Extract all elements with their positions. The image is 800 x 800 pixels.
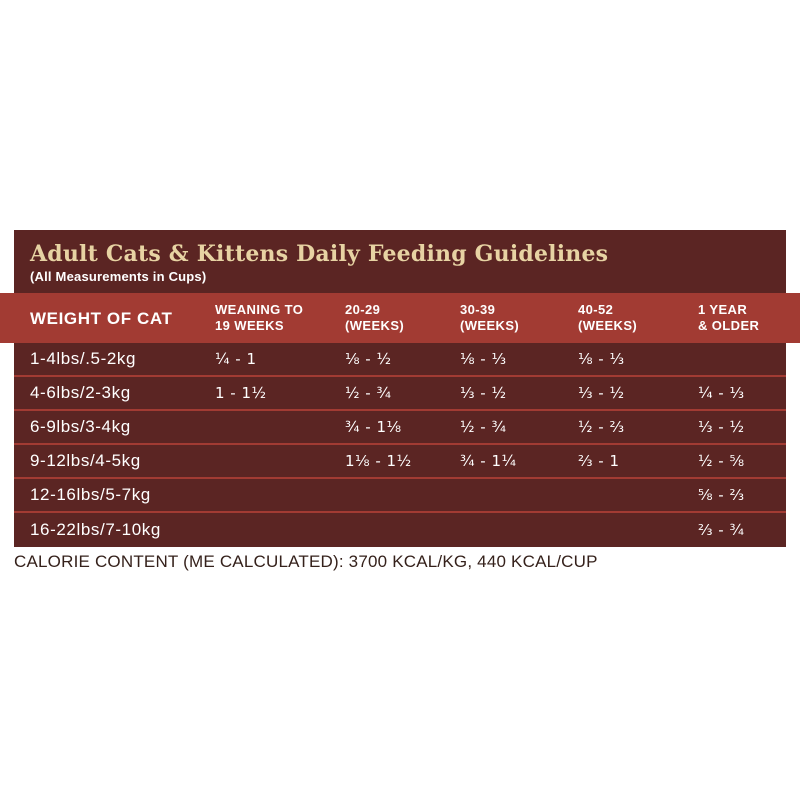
row-value: ⅛ - ⅓ — [578, 350, 625, 369]
row-value: ½ - ¾ — [345, 384, 392, 403]
row-value: ⅔ - ¾ — [698, 521, 745, 540]
row-weight-label: 9-12lbs/4-5kg — [30, 451, 141, 471]
header-line: WEANING TO — [215, 301, 304, 317]
table-row: 9-12lbs/4-5kg 1⅛ - 1½ ¾ - 1¼ ⅔ - 1 ½ - ⅝ — [14, 445, 786, 480]
row-value: ⅓ - ½ — [460, 384, 507, 403]
row-value: ⅛ - ⅓ — [460, 350, 507, 369]
column-header-weaning: WEANING TO 19 WEEKS — [215, 302, 345, 335]
table-row: 4-6lbs/2-3kg 1 - 1½ ½ - ¾ ⅓ - ½ ⅓ - ½ ¼ … — [14, 377, 786, 412]
header-line: 20-29 — [345, 301, 381, 317]
row-value: ½ - ⅝ — [698, 452, 745, 471]
row-value: 1⅛ - 1½ — [345, 452, 412, 471]
row-weight-label: 1-4lbs/.5-2kg — [30, 349, 137, 369]
row-value: 1 - 1½ — [215, 384, 267, 403]
header-line: 30-39 — [460, 301, 496, 317]
row-value: ¾ - 1⅛ — [345, 418, 402, 437]
column-header-weight-of-cat: WEIGHT OF CAT — [30, 308, 215, 329]
table-row: 16-22lbs/7-10kg ⅔ - ¾ — [14, 513, 786, 547]
row-value: ⅓ - ½ — [578, 384, 625, 403]
column-header-1-year-older: 1 YEAR & OLDER — [698, 302, 770, 335]
row-value: ¼ - ⅓ — [698, 384, 745, 403]
header-line: WEIGHT OF CAT — [30, 308, 173, 328]
row-weight-label: 6-9lbs/3-4kg — [30, 417, 131, 437]
header-line: (WEEKS) — [578, 318, 638, 334]
column-header-40-52-weeks: 40-52 (WEEKS) — [578, 302, 698, 335]
panel-subtitle: (All Measurements in Cups) — [30, 269, 207, 285]
table-header-row: WEIGHT OF CAT WEANING TO 19 WEEKS 20-29 … — [0, 293, 800, 344]
row-value: ¼ - 1 — [215, 350, 257, 369]
header-line: 19 WEEKS — [215, 318, 284, 334]
panel-title: Adult Cats & Kittens Daily Feeding Guide… — [30, 241, 609, 267]
row-weight-label: 12-16lbs/5-7kg — [30, 485, 151, 505]
header-line: (WEEKS) — [460, 318, 520, 334]
row-value: ⅓ - ½ — [698, 418, 745, 437]
header-line: & OLDER — [698, 318, 760, 334]
row-value: ⅛ - ½ — [345, 350, 392, 369]
header-line: 40-52 — [578, 301, 614, 317]
column-header-30-39-weeks: 30-39 (WEEKS) — [460, 302, 578, 335]
table-row: 1-4lbs/.5-2kg ¼ - 1 ⅛ - ½ ⅛ - ⅓ ⅛ - ⅓ — [14, 343, 786, 378]
row-value: ¾ - 1¼ — [460, 452, 517, 471]
row-weight-label: 16-22lbs/7-10kg — [30, 520, 161, 540]
row-value: ⅝ - ⅔ — [698, 486, 745, 505]
calorie-content-text: CALORIE CONTENT (ME CALCULATED): 3700 KC… — [14, 552, 598, 571]
feeding-guidelines-panel: Adult Cats & Kittens Daily Feeding Guide… — [0, 230, 800, 548]
row-value: ⅔ - 1 — [578, 452, 620, 471]
header-line: 1 YEAR — [698, 301, 748, 317]
table-body: 1-4lbs/.5-2kg ¼ - 1 ⅛ - ½ ⅛ - ⅓ ⅛ - ⅓ 4-… — [14, 343, 786, 547]
row-value: ½ - ⅔ — [578, 418, 625, 437]
column-header-20-29-weeks: 20-29 (WEEKS) — [345, 302, 460, 335]
table-row: 12-16lbs/5-7kg ⅝ - ⅔ — [14, 479, 786, 514]
row-value: ½ - ¾ — [460, 418, 507, 437]
row-weight-label: 4-6lbs/2-3kg — [30, 383, 131, 403]
table-row: 6-9lbs/3-4kg ¾ - 1⅛ ½ - ¾ ½ - ⅔ ⅓ - ½ — [14, 411, 786, 446]
header-line: (WEEKS) — [345, 318, 405, 334]
